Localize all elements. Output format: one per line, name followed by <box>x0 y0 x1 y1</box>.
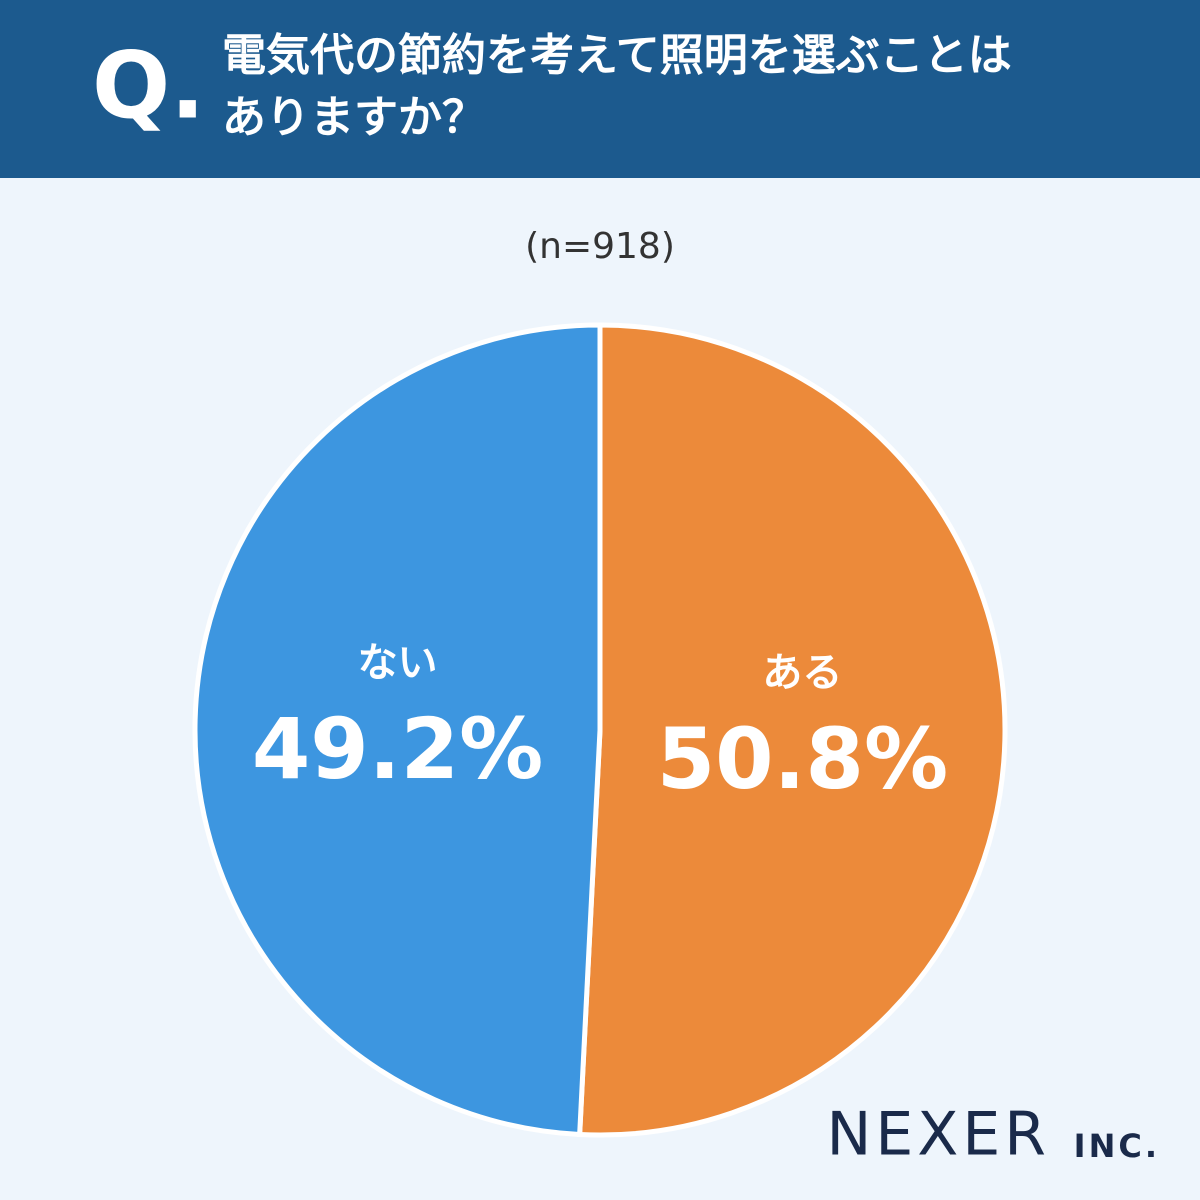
slice-category-label: ある <box>762 650 842 696</box>
brand-suffix: INC. <box>1074 1127 1160 1165</box>
slice-value-label: 49.2% <box>252 700 543 798</box>
pie-slice <box>192 322 603 1138</box>
pie: ある 50.8% ない 49.2% <box>192 322 1008 1138</box>
chart-subtitle: (n=918) <box>525 226 675 267</box>
slice-category-label: ない <box>358 640 438 686</box>
header-band <box>0 0 1200 178</box>
pie-slice <box>577 322 1008 1138</box>
brand: NEXER <box>827 1100 1051 1170</box>
question-marker: Q. <box>92 32 205 139</box>
slice-value-label: 50.8% <box>657 710 948 808</box>
chart-title-line: 電気代の節約を考えて照明を選ぶことは <box>222 30 1012 81</box>
chart-title-line: ありますか？ <box>222 92 486 143</box>
